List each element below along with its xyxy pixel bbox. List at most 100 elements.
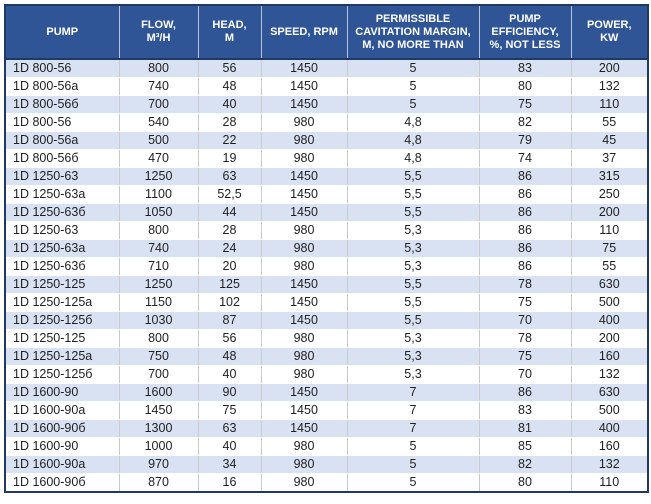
cell-flow: 1600 xyxy=(118,383,199,402)
cell-pump: 1D 1250-63б xyxy=(4,257,120,276)
cell-cavitation_margin: 4,8 xyxy=(346,149,480,168)
cell-power: 500 xyxy=(570,401,649,420)
cell-flow: 700 xyxy=(118,95,199,114)
cell-flow: 1250 xyxy=(118,167,199,186)
cell-efficiency: 74 xyxy=(478,149,572,168)
cell-cavitation_margin: 5 xyxy=(346,473,480,493)
cell-efficiency: 86 xyxy=(478,185,572,204)
cell-power: 400 xyxy=(570,311,649,330)
cell-head: 44 xyxy=(197,203,262,222)
table-row: 1D 1250-63 800 28 980 5,3 86 110 xyxy=(4,221,649,240)
cell-pump: 1D 800-56a xyxy=(4,131,120,150)
cell-head: 87 xyxy=(197,311,262,330)
cell-speed: 1450 xyxy=(260,77,348,96)
cell-cavitation_margin: 5,5 xyxy=(346,311,480,330)
cell-flow: 470 xyxy=(118,149,199,168)
cell-power: 132 xyxy=(570,365,649,384)
cell-power: 110 xyxy=(570,95,649,114)
cell-speed: 980 xyxy=(260,113,348,132)
cell-efficiency: 70 xyxy=(478,365,572,384)
cell-speed: 1450 xyxy=(260,167,348,186)
cell-head: 90 xyxy=(197,383,262,402)
cell-flow: 800 xyxy=(118,221,199,240)
cell-head: 19 xyxy=(197,149,262,168)
cell-head: 56 xyxy=(197,58,262,78)
table-row: 1D 1600-90 1600 90 1450 7 86 630 xyxy=(4,383,649,402)
table-row: 1D 1250-125a 1150 102 1450 5,5 75 500 xyxy=(4,293,649,312)
cell-speed: 1450 xyxy=(260,185,348,204)
cell-power: 200 xyxy=(570,329,649,348)
cell-efficiency: 75 xyxy=(478,293,572,312)
table-row: 1D 1250-125 1250 125 1450 5,5 78 630 xyxy=(4,275,649,294)
cell-power: 132 xyxy=(570,77,649,96)
cell-head: 63 xyxy=(197,167,262,186)
cell-pump: 1D 800-56 xyxy=(4,113,120,132)
cell-flow: 750 xyxy=(118,347,199,366)
cell-efficiency: 70 xyxy=(478,311,572,330)
cell-power: 315 xyxy=(570,167,649,186)
cell-pump: 1D 1250-125a xyxy=(4,347,120,366)
cell-efficiency: 83 xyxy=(478,401,572,420)
table-row: 1D 1250-125б 1030 87 1450 5,5 70 400 xyxy=(4,311,649,330)
header-row: PUMP FLOW, M³/H HEAD, M SPEED, RPM PERMI… xyxy=(4,5,649,60)
cell-power: 200 xyxy=(570,203,649,222)
cell-cavitation_margin: 5,5 xyxy=(346,275,480,294)
cell-speed: 980 xyxy=(260,329,348,348)
cell-power: 250 xyxy=(570,185,649,204)
col-header-power: POWER, KW xyxy=(570,5,649,60)
cell-efficiency: 86 xyxy=(478,203,572,222)
table-row: 1D 800-56 540 28 980 4,8 82 55 xyxy=(4,113,649,132)
cell-pump: 1D 800-56б xyxy=(4,149,120,168)
cell-pump: 1D 800-56a xyxy=(4,77,120,96)
cell-speed: 980 xyxy=(260,149,348,168)
cell-flow: 800 xyxy=(118,58,199,78)
cell-speed: 1450 xyxy=(260,95,348,114)
cell-cavitation_margin: 5,3 xyxy=(346,221,480,240)
cell-power: 160 xyxy=(570,347,649,366)
pump-specs-table: PUMP FLOW, M³/H HEAD, M SPEED, RPM PERMI… xyxy=(4,4,649,493)
table-row: 1D 1250-63a 1100 52,5 1450 5,5 86 250 xyxy=(4,185,649,204)
cell-pump: 1D 800-56 xyxy=(4,58,120,78)
cell-flow: 740 xyxy=(118,239,199,258)
cell-efficiency: 75 xyxy=(478,347,572,366)
cell-efficiency: 86 xyxy=(478,257,572,276)
cell-power: 200 xyxy=(570,58,649,78)
cell-efficiency: 79 xyxy=(478,131,572,150)
cell-efficiency: 86 xyxy=(478,383,572,402)
cell-head: 16 xyxy=(197,473,262,493)
cell-speed: 980 xyxy=(260,131,348,150)
cell-speed: 1450 xyxy=(260,203,348,222)
col-header-flow: FLOW, M³/H xyxy=(118,5,199,60)
cell-efficiency: 86 xyxy=(478,221,572,240)
cell-head: 56 xyxy=(197,329,262,348)
cell-head: 40 xyxy=(197,95,262,114)
cell-efficiency: 82 xyxy=(478,455,572,474)
cell-flow: 700 xyxy=(118,365,199,384)
cell-speed: 980 xyxy=(260,347,348,366)
table-row: 1D 800-56a 740 48 1450 5 80 132 xyxy=(4,77,649,96)
cell-speed: 980 xyxy=(260,437,348,456)
col-header-speed: SPEED, RPM xyxy=(260,5,348,60)
cell-power: 400 xyxy=(570,419,649,438)
cell-head: 24 xyxy=(197,239,262,258)
table-row: 1D 800-56 800 56 1450 5 83 200 xyxy=(4,58,649,78)
cell-head: 48 xyxy=(197,347,262,366)
table-row: 1D 1250-63a 740 24 980 5,3 86 75 xyxy=(4,239,649,258)
cell-pump: 1D 1250-63 xyxy=(4,167,120,186)
col-header-cavitation-margin: PERMISSIBLE CAVITATION MARGIN, M, NO MOR… xyxy=(346,5,480,60)
cell-head: 40 xyxy=(197,365,262,384)
cell-pump: 1D 1250-125a xyxy=(4,293,120,312)
table-row: 1D 1600-90 1000 40 980 5 85 160 xyxy=(4,437,649,456)
table-row: 1D 1250-63б 1050 44 1450 5,5 86 200 xyxy=(4,203,649,222)
cell-power: 37 xyxy=(570,149,649,168)
cell-speed: 980 xyxy=(260,221,348,240)
cell-pump: 1D 1250-125 xyxy=(4,329,120,348)
cell-flow: 1250 xyxy=(118,275,199,294)
cell-cavitation_margin: 5,3 xyxy=(346,347,480,366)
cell-flow: 1100 xyxy=(118,185,199,204)
cell-speed: 1450 xyxy=(260,293,348,312)
cell-efficiency: 75 xyxy=(478,95,572,114)
cell-head: 28 xyxy=(197,221,262,240)
table-row: 1D 800-56a 500 22 980 4,8 79 45 xyxy=(4,131,649,150)
cell-efficiency: 80 xyxy=(478,77,572,96)
